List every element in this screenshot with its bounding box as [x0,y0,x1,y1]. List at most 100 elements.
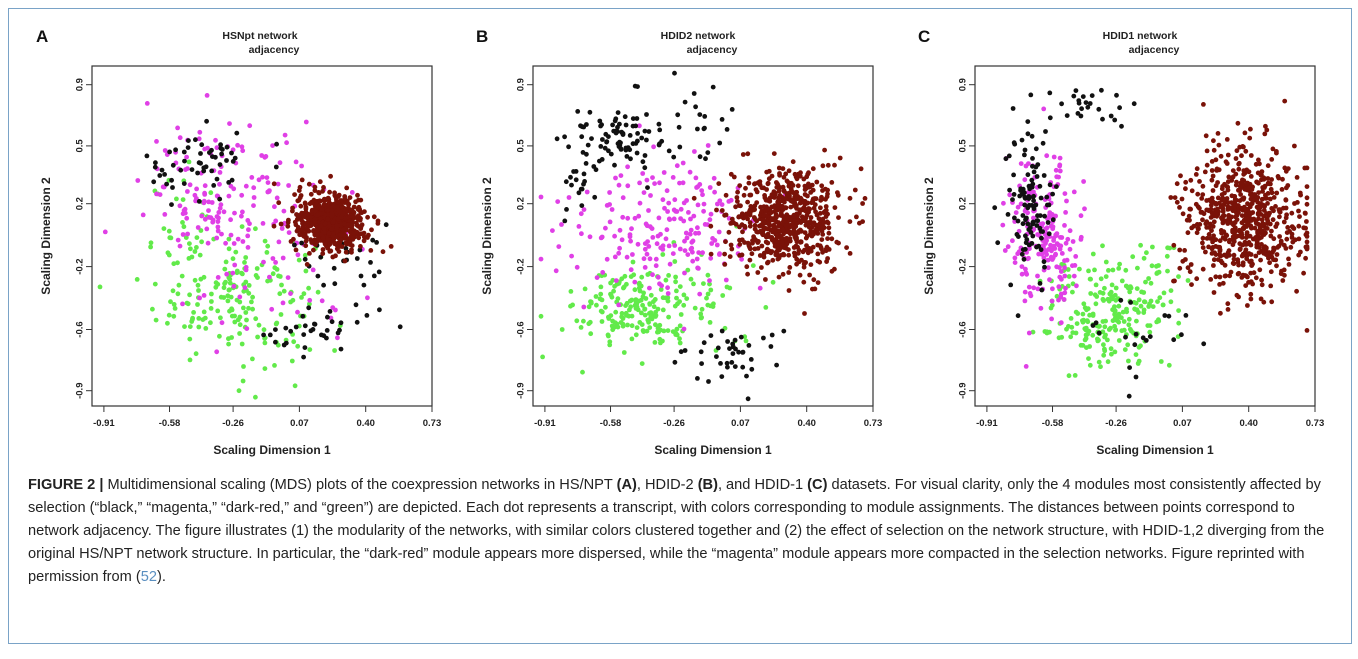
caption-text-5: ). [156,569,166,585]
data-point [1054,293,1060,299]
data-point [217,333,222,339]
data-point [270,271,276,277]
data-point [1269,254,1275,260]
data-point [653,313,659,318]
data-point [1042,264,1047,270]
data-point [682,270,687,276]
data-point [215,275,221,280]
data-point [178,167,184,173]
data-point [186,138,191,144]
data-point [1183,179,1189,185]
data-point [757,285,763,291]
data-point [1219,230,1224,236]
data-point [1237,144,1243,150]
data-point [161,226,167,232]
data-point [1126,358,1131,364]
data-point [1044,329,1050,335]
data-point [368,248,374,253]
data-point [306,285,311,291]
data-point [1182,248,1187,253]
data-point [1204,207,1210,213]
data-point [1189,225,1195,231]
data-point [187,336,193,342]
data-point [701,126,707,132]
data-point [744,373,749,379]
data-point [725,364,730,370]
data-point [232,313,238,319]
data-point [321,333,327,339]
data-point [253,394,258,400]
data-point [1292,237,1298,243]
data-point [1012,260,1018,265]
data-point [180,301,185,307]
data-point [829,236,835,242]
data-point [626,313,632,319]
data-point [337,327,342,333]
data-point [338,320,344,326]
data-point [269,306,275,312]
data-point [239,144,245,150]
data-point [1134,286,1140,291]
data-point [737,242,743,247]
data-point [786,247,791,253]
data-point [207,150,212,156]
x-tick-label: 0.40 [1239,418,1258,429]
data-point [1215,131,1221,136]
data-point [1269,177,1274,182]
data-point [811,220,817,226]
data-point [262,366,268,371]
data-point [774,362,779,368]
data-point [175,125,181,131]
data-point [319,298,325,304]
data-point [727,285,733,291]
data-point [751,215,757,220]
data-point [1204,225,1210,230]
data-point [1022,202,1028,208]
data-point [1101,352,1107,358]
data-point [655,325,661,331]
data-point [332,281,338,287]
data-point [1080,318,1085,323]
data-point [1031,215,1036,221]
data-point [1218,258,1224,264]
data-point [752,226,758,232]
data-point [1210,188,1216,193]
data-point [1099,87,1104,93]
data-point [170,162,176,168]
data-point [1304,201,1310,207]
data-point [364,313,370,318]
data-point [1022,177,1028,183]
data-point [1226,248,1232,254]
data-point [655,274,661,280]
caption-reference-link[interactable]: 52 [140,569,157,585]
data-point [315,289,321,295]
data-point [634,304,640,310]
data-point [148,244,154,250]
data-point [576,224,582,229]
data-point [1088,276,1093,282]
data-point [1062,265,1067,271]
caption-text-1: Multidimensional scaling (MDS) plots of … [103,477,617,493]
data-point [354,319,360,325]
data-point [637,280,642,286]
data-point [240,209,245,215]
data-point [1026,190,1031,195]
data-point [555,199,561,205]
data-point [294,217,300,222]
data-point [637,180,642,186]
data-point [1294,288,1299,294]
data-point [1248,291,1254,297]
data-point [667,217,673,223]
data-point [1131,101,1137,107]
data-point [663,277,669,283]
data-point [1117,261,1122,267]
data-point [820,163,826,169]
data-point [1277,214,1282,220]
data-point [625,215,631,221]
data-point [224,158,229,163]
data-point [1119,123,1124,129]
data-point [655,233,661,239]
data-point [1229,178,1235,183]
data-point [347,195,353,201]
data-point [1265,201,1270,206]
